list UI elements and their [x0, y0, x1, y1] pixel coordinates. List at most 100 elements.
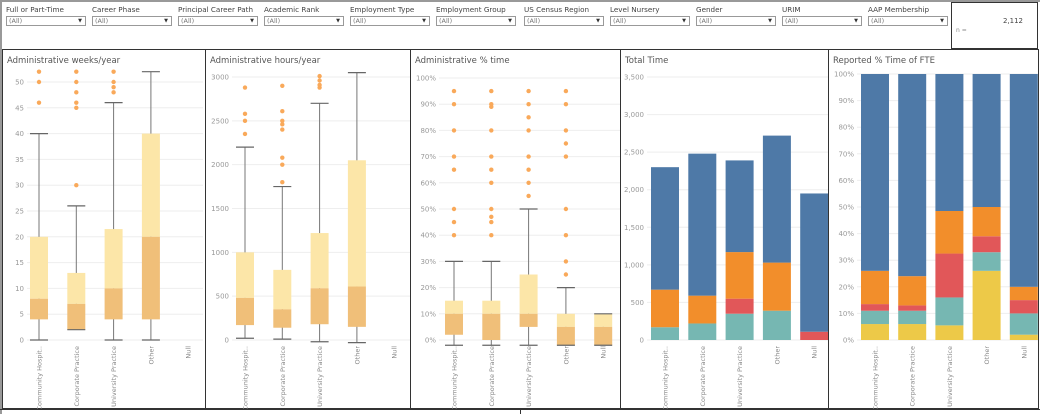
x-category-label: Community Hospit..: [36, 346, 44, 410]
outlier-point: [489, 167, 494, 172]
y-tick-label: 70%: [838, 150, 854, 158]
dropdown-arrow-icon: ▼: [940, 18, 944, 24]
filter-dropdown[interactable]: (All) ▼: [610, 16, 690, 26]
y-tick-label: 50%: [420, 206, 436, 214]
bar-segment-yellow: [935, 325, 964, 340]
filter-label: Level Nursery: [610, 5, 660, 14]
outlier-point: [317, 78, 322, 83]
x-category-label: Null: [185, 346, 193, 359]
filter-bar: Full or Part-Time (All) ▼ Career Phase (A…: [0, 0, 1040, 48]
filter-dropdown[interactable]: (All) ▼: [436, 16, 516, 26]
x-category-label: Null: [811, 346, 819, 359]
filter-dropdown[interactable]: (All) ▼: [92, 16, 172, 26]
outlier-point: [526, 154, 531, 159]
bar-segment-teal: [725, 313, 754, 340]
box-lower: [141, 236, 160, 320]
outlier-point: [280, 127, 285, 132]
outlier-point: [489, 214, 494, 220]
outlier-point: [74, 105, 79, 110]
filter-dropdown[interactable]: (All) ▼: [868, 16, 948, 26]
box-lower: [67, 303, 86, 330]
filter-dropdown[interactable]: (All) ▼: [6, 16, 86, 26]
x-category-label: Other: [562, 346, 570, 365]
y-tick-label: 2,500: [624, 149, 644, 157]
y-tick-label: 2000: [211, 161, 229, 169]
panel-admin-hours: Administrative hours/year 0 500 1000 1500 20…: [205, 49, 411, 410]
panel-fte: Reported % Time of FTE 0% 10% 20% 30% 40% 50%…: [828, 49, 1039, 410]
filter-value: (All): [527, 17, 541, 25]
box-upper: [236, 252, 254, 298]
outlier-point: [111, 84, 116, 90]
bar-segment-teal: [861, 310, 889, 325]
sample-size-value: 2,112: [1002, 17, 1023, 25]
filter-dropdown[interactable]: (All) ▼: [350, 16, 430, 26]
outlier-point: [526, 115, 531, 120]
bar-segment-teal: [762, 310, 791, 340]
x-category-label: Community Hospit..: [662, 346, 670, 410]
filter-dropdown[interactable]: (All) ▼: [524, 16, 604, 26]
y-tick-label: 500: [631, 299, 644, 307]
bar-segment-blue: [1009, 74, 1038, 287]
y-tick-label: 30%: [838, 257, 854, 265]
y-tick-label: 40%: [838, 230, 854, 238]
filter-dropdown[interactable]: (All) ▼: [178, 16, 258, 26]
filter-dropdown[interactable]: (All) ▼: [782, 16, 862, 26]
filter-label: AAP Membership: [868, 5, 930, 14]
bar-segment-blue: [898, 74, 927, 277]
outlier-point: [36, 100, 42, 105]
outlier-point: [563, 141, 569, 146]
box-lower: [273, 309, 292, 328]
outlier-point: [280, 118, 285, 124]
chart-title: Administrative hours/year: [210, 56, 321, 66]
box-upper: [104, 229, 123, 289]
bar-segment-teal: [972, 252, 1001, 271]
bar-segment-teal: [688, 323, 717, 340]
y-tick-label: 0: [640, 337, 644, 345]
chart-title: Total Time: [625, 56, 669, 66]
box-lower: [104, 288, 123, 320]
outlier-point: [489, 233, 494, 238]
outlier-point: [489, 180, 494, 185]
bar-segment-red: [800, 331, 829, 340]
filter-label: Full or Part-Time: [6, 5, 64, 14]
outlier-point: [280, 155, 285, 160]
outlier-point: [242, 85, 248, 90]
y-tick-label: 90%: [838, 97, 854, 105]
x-category-label: Corporate Practice: [73, 346, 81, 407]
bar-segment-teal: [1009, 313, 1038, 335]
outlier-point: [451, 219, 457, 225]
outlier-point: [242, 111, 248, 117]
bar-segment-orange: [972, 207, 1001, 237]
fte-chart: 0% 10% 20% 30% 40% 50% 60% 70% 80% 90% 100% Communi…: [834, 71, 1038, 410]
bar-segment-blue: [688, 153, 717, 296]
x-category-label: Other: [147, 346, 155, 365]
box-upper: [594, 313, 613, 327]
x-category-label: Corporate Practice: [699, 346, 707, 407]
y-tick-label: 100%: [834, 71, 854, 79]
outlier-point: [563, 272, 569, 277]
y-tick-label: 3,500: [624, 74, 644, 82]
bar-segment-orange: [898, 276, 927, 306]
bar-segment-teal: [651, 327, 679, 340]
filter-dropdown[interactable]: (All) ▼: [696, 16, 776, 26]
filter-value: (All): [785, 17, 799, 25]
y-tick-label: 10%: [838, 310, 854, 318]
box-upper: [347, 160, 366, 287]
bar-segment-blue: [762, 135, 791, 263]
sample-size-box: n = 2,112: [951, 2, 1038, 49]
y-tick-label: 1500: [211, 205, 229, 213]
outlier-point: [451, 88, 457, 94]
outlier-point: [489, 88, 494, 94]
y-tick-label: 100%: [416, 75, 436, 83]
filter-dropdown[interactable]: (All) ▼: [264, 16, 344, 26]
box-upper: [482, 300, 501, 314]
outlier-point: [451, 102, 457, 107]
outlier-point: [74, 183, 79, 188]
admin-weeks-chart: 0 5 10 15 20 25 30 35 40 45 50 Community Hospit.. Co…: [15, 69, 203, 410]
outlier-point: [111, 90, 116, 95]
y-tick-label: 50%: [838, 204, 854, 212]
outlier-point: [451, 206, 457, 212]
y-tick-label: 0: [20, 337, 24, 345]
y-tick-label: 3000: [211, 74, 229, 82]
bottom-divider: [520, 409, 521, 414]
